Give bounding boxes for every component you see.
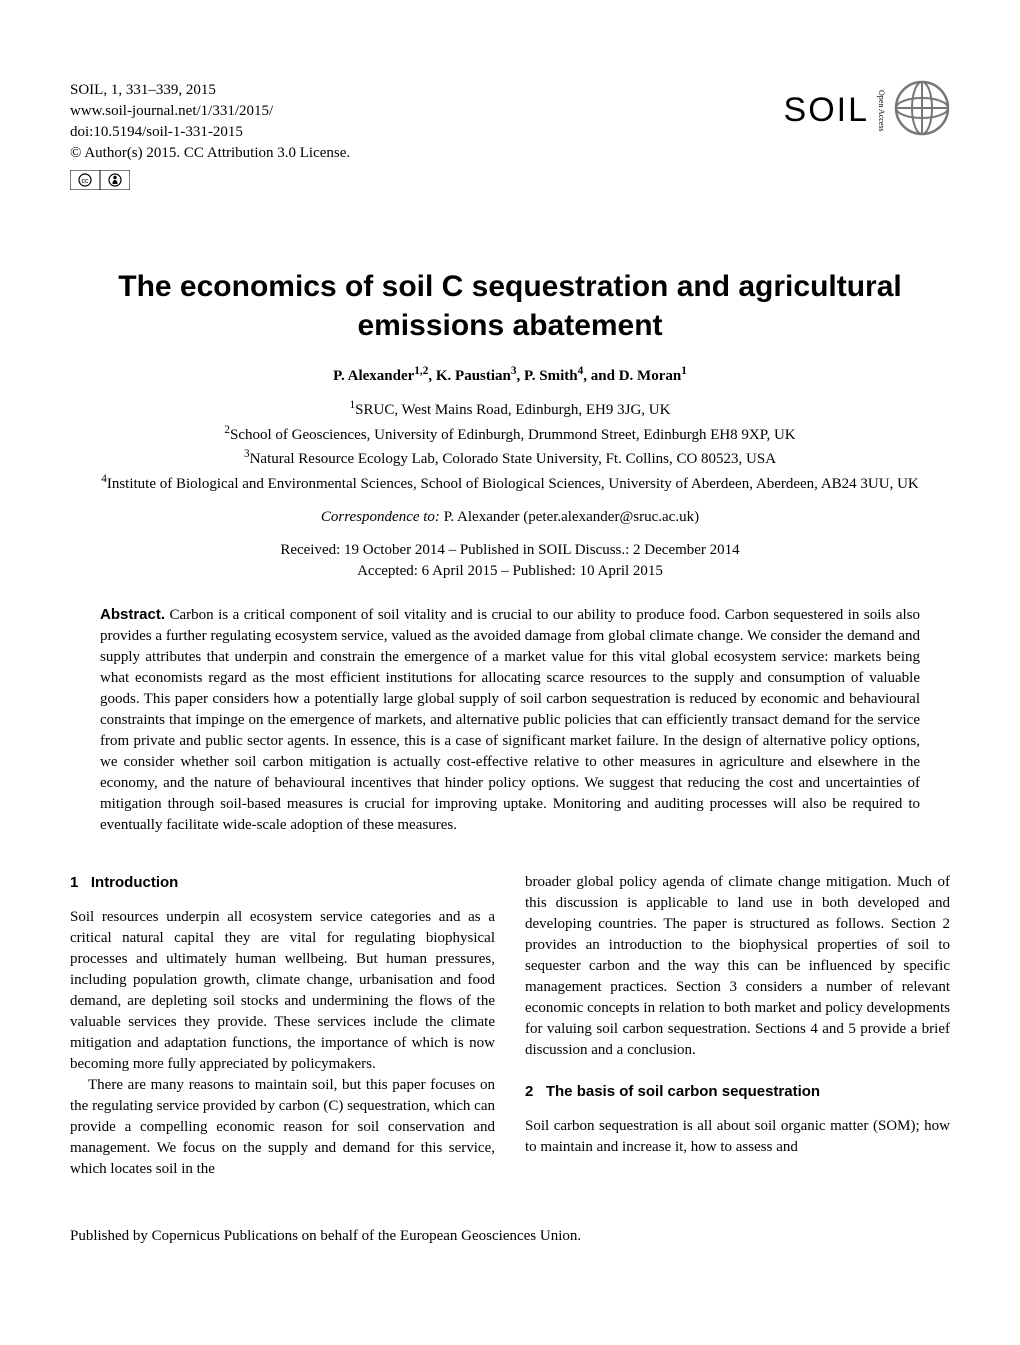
journal-logo: SOIL Open Access (784, 80, 950, 141)
journal-url: www.soil-journal.net/1/331/2015/ (70, 101, 350, 122)
section-1-para-3: broader global policy agenda of climate … (525, 872, 950, 1061)
body-columns: 1 Introduction Soil resources underpin a… (70, 872, 950, 1180)
correspondence: Correspondence to: P. Alexander (peter.a… (70, 509, 950, 526)
cc-badge: cc (70, 170, 350, 197)
affiliation-3: 3Natural Resource Ecology Lab, Colorado … (70, 446, 950, 471)
affiliation-1: 1SRUC, West Mains Road, Edinburgh, EH9 3… (70, 397, 950, 422)
authors: P. Alexander1,2, K. Paustian3, P. Smith4… (70, 365, 950, 385)
soil-logo-text: SOIL (784, 91, 869, 130)
publisher-footer: Published by Copernicus Publications on … (70, 1228, 950, 1245)
affiliation-4: 4Institute of Biological and Environment… (70, 471, 950, 496)
section-1-para-1: Soil resources underpin all ecosystem se… (70, 907, 495, 1075)
section-1-heading: 1 Introduction (70, 872, 495, 893)
right-column: broader global policy agenda of climate … (525, 872, 950, 1180)
copyright: © Author(s) 2015. CC Attribution 3.0 Lic… (70, 143, 350, 164)
section-1-para-2: There are many reasons to maintain soil,… (70, 1075, 495, 1180)
abstract-label: Abstract. (100, 606, 165, 623)
svg-text:cc: cc (82, 178, 90, 185)
doi: doi:10.5194/soil-1-331-2015 (70, 122, 350, 143)
journal-info: SOIL, 1, 331–339, 2015 www.soil-journal.… (70, 80, 350, 197)
correspondence-label: Correspondence to: (321, 509, 440, 525)
open-access-label: Open Access (877, 90, 886, 132)
affiliations: 1SRUC, West Mains Road, Edinburgh, EH9 3… (70, 397, 950, 495)
left-column: 1 Introduction Soil resources underpin a… (70, 872, 495, 1180)
section-2-para-1: Soil carbon sequestration is all about s… (525, 1116, 950, 1158)
egu-logo-icon (894, 80, 950, 141)
correspondence-value: P. Alexander (peter.alexander@sruc.ac.uk… (444, 509, 699, 525)
publication-dates: Received: 19 October 2014 – Published in… (70, 540, 950, 582)
citation-line: SOIL, 1, 331–339, 2015 (70, 80, 350, 101)
abstract: Abstract. Carbon is a critical component… (100, 604, 920, 836)
abstract-text: Carbon is a critical component of soil v… (100, 607, 920, 833)
paper-title: The economics of soil C sequestration an… (70, 267, 950, 345)
dates-line-1: Received: 19 October 2014 – Published in… (70, 540, 950, 561)
dates-line-2: Accepted: 6 April 2015 – Published: 10 A… (70, 561, 950, 582)
affiliation-2: 2School of Geosciences, University of Ed… (70, 422, 950, 447)
header-row: SOIL, 1, 331–339, 2015 www.soil-journal.… (70, 80, 950, 197)
section-2-heading: 2 The basis of soil carbon sequestration (525, 1081, 950, 1102)
